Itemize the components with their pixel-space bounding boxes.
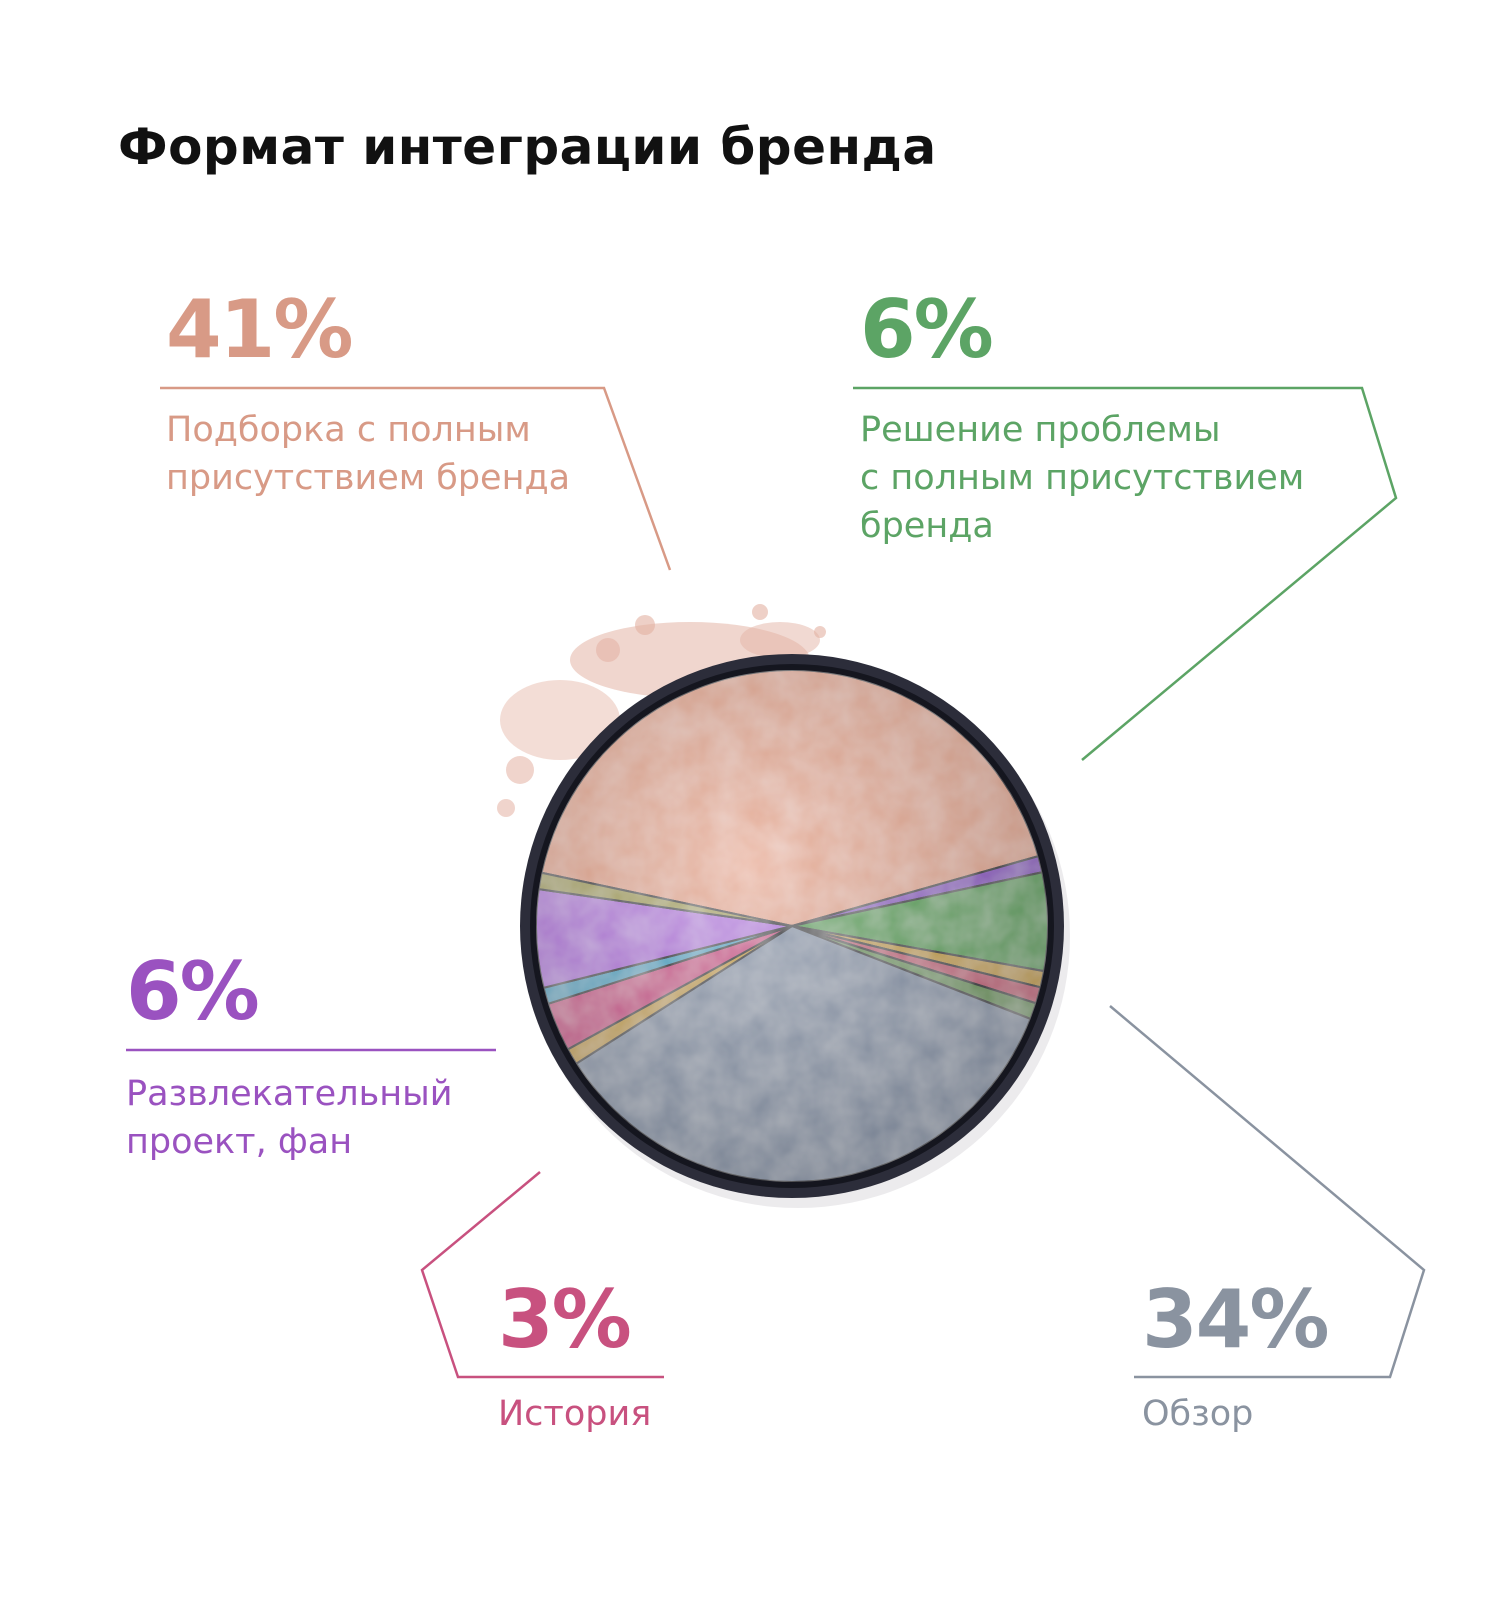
leader-line-reshenie	[853, 386, 1398, 761]
callout-podborka: 41% Подборка с полным присутствием бренд…	[166, 290, 570, 502]
callout-obzor: 34% Обзор	[1142, 1273, 1329, 1438]
leader-line-podborka	[160, 386, 672, 571]
powder-spill-decoration	[497, 604, 826, 817]
percent-razvlek: 6%	[126, 945, 260, 1038]
percent-obzor: 34%	[1142, 1273, 1329, 1366]
callout-razvlek: 6% Развлекательный проект, фан	[126, 952, 452, 1166]
label-reshenie-line1: Решение проблемы	[860, 410, 1221, 450]
label-obzor: Обзор	[1142, 1394, 1254, 1434]
callout-reshenie: 6% Решение проблемы с полным присутствие…	[860, 290, 1304, 550]
label-podborka-line2: присутствием бренда	[166, 458, 571, 498]
label-reshenie-line2: с полным присутствием	[860, 458, 1305, 498]
percent-podborka: 41%	[166, 283, 353, 376]
leader-line-istoriya	[420, 1171, 664, 1379]
percent-istoriya: 3%	[498, 1273, 632, 1366]
callout-istoriya: 3% История	[498, 1280, 651, 1438]
leader-line-obzor	[1109, 1005, 1426, 1379]
label-reshenie-line3: бренда	[860, 506, 994, 546]
page-title: Формат интеграции бренда	[118, 118, 937, 176]
label-razvlek-line1: Развлекательный	[126, 1074, 453, 1114]
label-podborka-line1: Подборка с полным	[166, 410, 531, 450]
label-istoriya: История	[498, 1394, 652, 1434]
percent-reshenie: 6%	[860, 283, 994, 376]
label-razvlek-line2: проект, фан	[126, 1122, 353, 1162]
